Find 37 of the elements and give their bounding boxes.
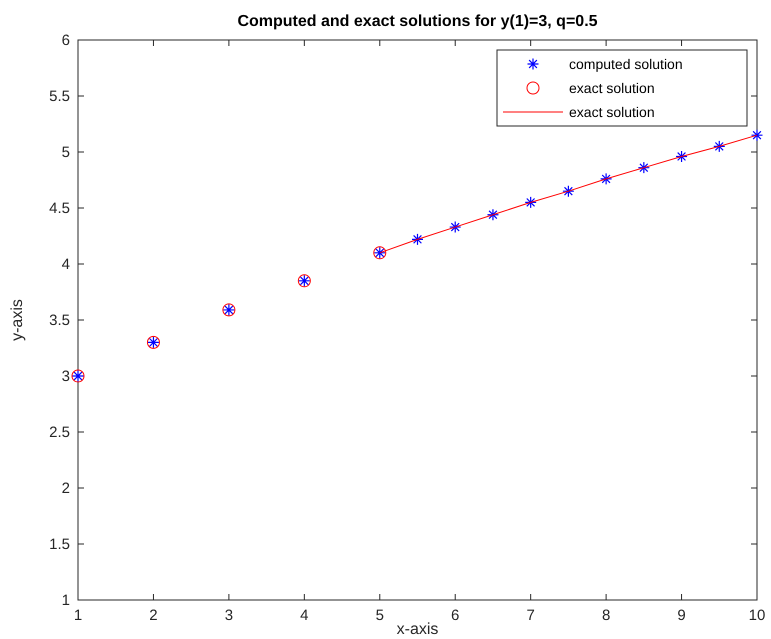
x-tick-label: 9 — [677, 607, 686, 624]
y-tick-label: 2 — [62, 480, 70, 497]
point — [524, 196, 537, 208]
legend-label: exact solution — [569, 104, 655, 120]
y-tick-label: 3 — [62, 368, 70, 385]
x-tick-label: 3 — [224, 607, 234, 624]
x-tick-label: 5 — [376, 607, 384, 624]
point — [675, 150, 688, 163]
point — [638, 162, 650, 174]
y-tick-label: 4 — [62, 256, 70, 273]
y-tick-label: 6 — [62, 32, 70, 49]
x-tick-label: 6 — [451, 607, 460, 624]
y-tick-label: 2.5 — [49, 424, 70, 441]
legend-label: computed solution — [569, 56, 683, 72]
x-tick-label: 7 — [526, 607, 535, 624]
point — [449, 220, 462, 234]
point — [713, 140, 726, 152]
point — [486, 208, 500, 221]
y-tick-label: 5 — [62, 144, 70, 161]
y-tick-label: 3.5 — [49, 312, 70, 329]
x-tick-label: 8 — [602, 607, 610, 624]
legend-label: exact solution — [569, 80, 655, 96]
y-tick-label: 5.5 — [49, 88, 70, 105]
point — [600, 172, 612, 185]
point — [750, 129, 764, 142]
x-axis-title: x-axis — [396, 621, 438, 638]
x-tick-label: 4 — [300, 607, 309, 624]
y-axis-title: y-axis — [9, 299, 26, 341]
point — [562, 185, 574, 198]
x-tick-label: 1 — [74, 607, 82, 624]
point — [411, 233, 424, 246]
x-tick-label: 10 — [748, 607, 766, 624]
chart-title: Computed and exact solutions for y(1)=3, q=0.5 — [237, 13, 598, 30]
y-tick-label: 1.5 — [49, 536, 70, 553]
x-tick-label: 2 — [149, 607, 158, 624]
y-tick-label: 4.5 — [49, 200, 70, 217]
y-tick-label: 1 — [62, 592, 70, 609]
